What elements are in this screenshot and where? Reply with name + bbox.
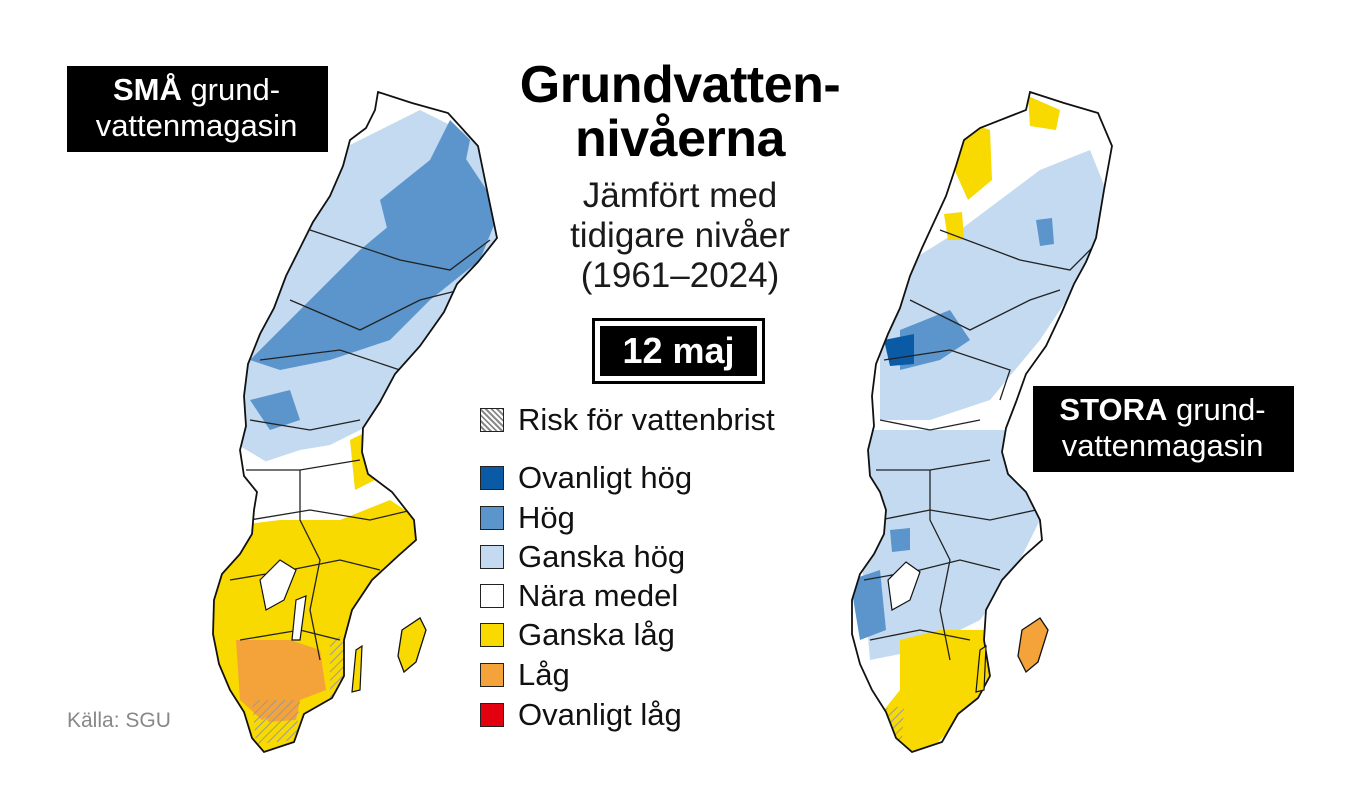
legend-label: Låg	[518, 657, 570, 692]
hatch-swatch-icon	[480, 408, 504, 432]
page-title: Grundvatten- nivåerna	[470, 58, 890, 166]
legend-swatch-icon	[480, 623, 504, 647]
legend-label: Ovanligt hög	[518, 460, 693, 495]
title-line1: Grundvatten-	[519, 56, 841, 114]
legend-swatch-icon	[480, 703, 504, 727]
title-line2: nivåerna	[575, 110, 785, 168]
date-text: 12 maj	[600, 326, 757, 376]
legend-label: Risk för vattenbrist	[518, 402, 775, 437]
legend-swatch-icon	[480, 466, 504, 490]
legend-swatch-icon	[480, 663, 504, 687]
small-label-bold: SMÅ	[112, 72, 182, 107]
large-label-line2: vattenmagasin	[1061, 428, 1264, 463]
subtitle-line1: Jämfört med	[582, 176, 778, 215]
legend-swatch-icon	[480, 584, 504, 608]
small-label-rest: grund-	[181, 72, 281, 107]
large-label-bold: STORA	[1059, 392, 1168, 427]
legend-label: Ovanligt låg	[518, 697, 682, 732]
source-credit: Källa: SGU	[67, 709, 171, 732]
subtitle-line3: (1961–2024)	[580, 256, 780, 295]
legend-label: Ganska låg	[518, 617, 675, 652]
legend-label: Ganska hög	[518, 539, 686, 574]
legend-swatch-icon	[480, 506, 504, 530]
date-badge: 12 maj	[592, 318, 765, 384]
legend-swatch-icon	[480, 545, 504, 569]
large-aquifers-label: STORA grund- vattenmagasin	[1033, 386, 1294, 472]
small-label-line2: vattenmagasin	[95, 108, 298, 143]
left-map-small-aquifers	[212, 91, 498, 753]
legend-label: Nära medel	[518, 578, 679, 613]
large-label-rest: grund-	[1167, 392, 1266, 427]
page-subtitle: Jämfört med tidigare nivåer (1961–2024)	[490, 176, 870, 296]
small-aquifers-label: SMÅ grund- vattenmagasin	[67, 66, 328, 152]
subtitle-line2: tidigare nivåer	[570, 216, 790, 255]
legend-label: Hög	[518, 500, 575, 535]
